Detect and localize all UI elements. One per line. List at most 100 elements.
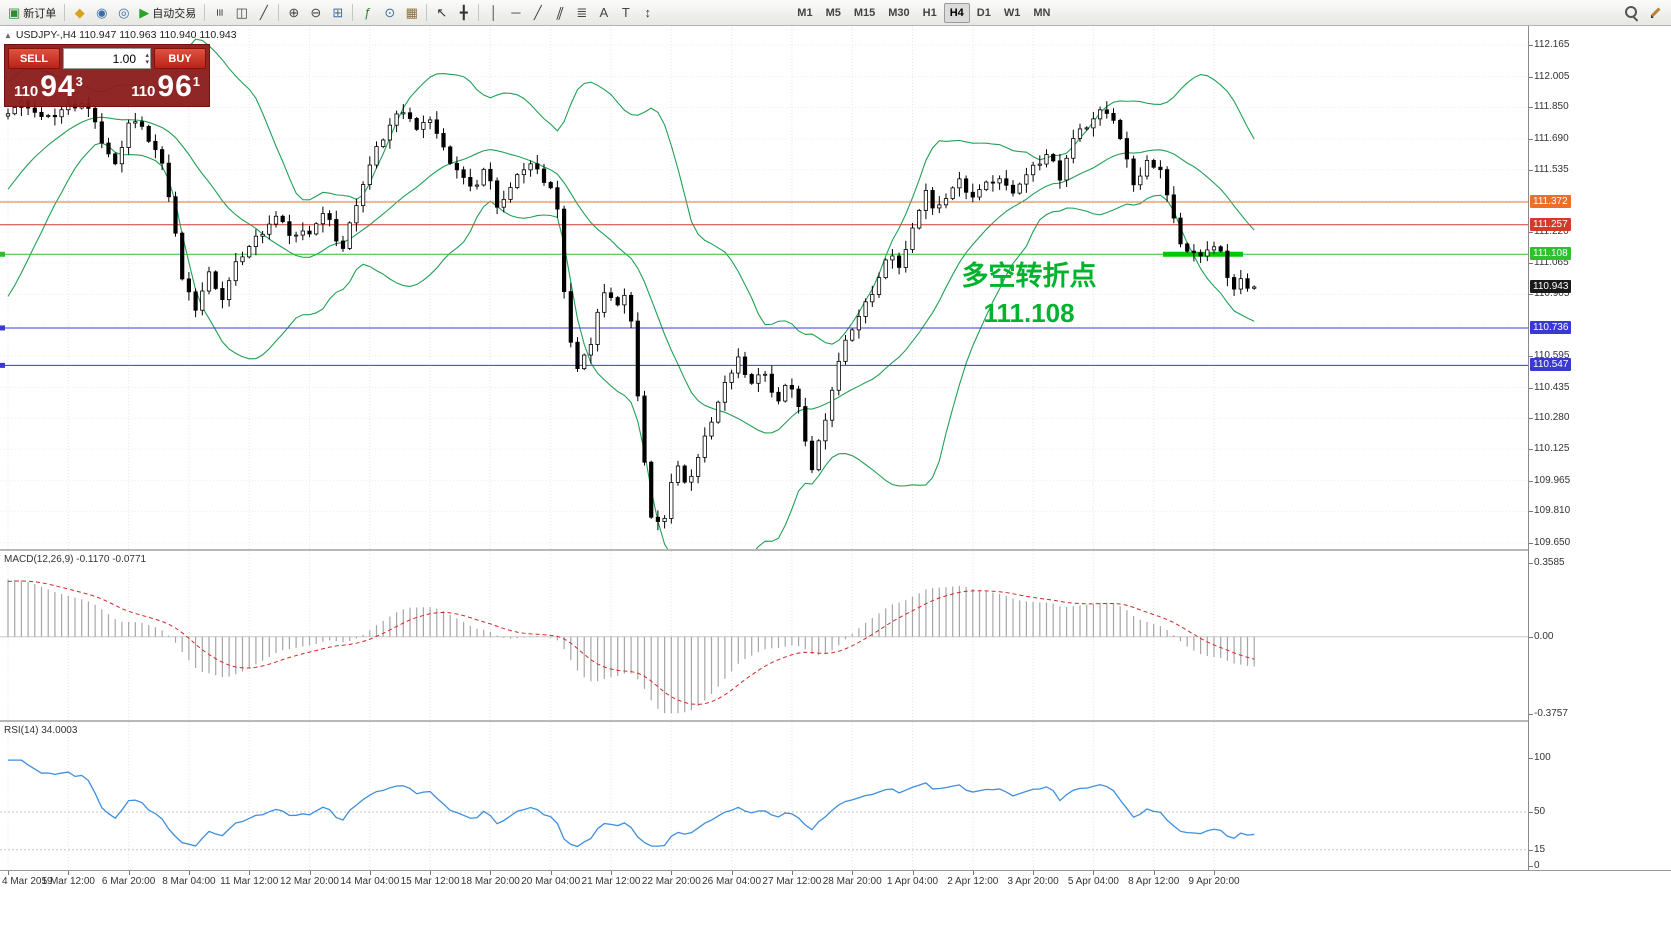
sell-button[interactable]: SELL [8,48,60,69]
timeframe-H1[interactable]: H1 [917,3,943,23]
vertical-line-icon[interactable]: │ [483,2,504,23]
rsi-pane: RSI(14) 34.0003 [0,722,1528,870]
crosshair-icon-glyph: ╋ [459,5,468,20]
annotation-title: 多空转折点 [961,261,1097,291]
price-chart-canvas[interactable] [0,26,1528,549]
search-icon[interactable] [1620,2,1643,23]
edit-icon[interactable] [1644,2,1667,23]
time-tick-mark [1153,871,1155,875]
metaeditor-icon-glyph: ◆ [74,5,85,20]
bar-chart-type-icon[interactable]: ≡ [209,2,230,23]
price-tick-label: 110.125 [1534,442,1570,454]
zoom-in-icon[interactable]: ⊕ [283,2,304,23]
price-tick-mark [1529,543,1533,544]
time-label: 1 Apr 04:00 [886,876,939,887]
timeframe-M5[interactable]: M5 [820,3,847,23]
autotrading-button[interactable]: ▶ 自动交易 [135,2,200,23]
price-badge: 110.736 [1530,320,1572,334]
macd-canvas[interactable] [0,551,1528,720]
price-axis[interactable]: 112.165 112.005 111.850 111.690 111.535 111.2… [1528,26,1671,871]
new-order-button[interactable]: ▣ 新订单 [4,2,60,23]
price-tick-mark [1529,355,1533,357]
sell-price-big: 94 [40,70,76,103]
data-window-icon[interactable]: ◎ [113,2,134,23]
macd-tick-mark [1529,636,1533,638]
time-tick-mark [1214,871,1215,875]
timeframe-M15[interactable]: M15 [848,3,881,23]
candlestick-type-icon[interactable]: ◫ [231,2,252,23]
price-tick-label: 111.690 [1534,133,1569,145]
timeframe-W1[interactable]: W1 [998,3,1027,23]
tile-windows-icon[interactable]: ⊞ [327,2,348,23]
sell-price[interactable]: 110 94 3 [14,72,83,102]
time-tick-mark [188,871,190,875]
timeframe-M30[interactable]: M30 [882,3,915,23]
volume-up-button[interactable]: ▴ [145,51,149,59]
time-label: 6 Mar 20:00 [101,876,156,887]
rsi-tick-mark [1529,849,1533,851]
timeframe-MN[interactable]: MN [1027,3,1056,23]
line-chart-type-icon[interactable]: ╱ [253,2,274,23]
pane-splitter[interactable] [0,720,1671,722]
price-badge: 110.547 [1530,358,1572,372]
pane-splitter[interactable] [0,549,1671,551]
price-tick-label: 111.065 [1534,256,1569,268]
sell-price-sup: 3 [75,74,83,89]
rsi-canvas[interactable] [0,722,1528,870]
channel-icon[interactable]: ∥ [549,2,570,23]
cursor-icon[interactable]: ↖ [431,2,452,23]
buy-button[interactable]: BUY [154,48,206,69]
price-tick-mark [1529,169,1533,171]
zoom-out-icon[interactable]: ⊖ [305,2,326,23]
crosshair-icon[interactable]: ╋ [453,2,474,23]
price-tick-mark [1529,511,1533,513]
rsi-grid [7,722,1215,870]
volume-down-button[interactable]: ▾ [145,58,149,66]
periods-icon[interactable]: ⊙ [379,2,400,23]
price-tick-label: 112.165 [1534,39,1570,50]
timeframe-M1[interactable]: M1 [791,3,818,23]
buy-price[interactable]: 110 96 1 [131,72,200,102]
indicators-icon[interactable]: ƒ [357,2,378,23]
rsi-tick-mark [1529,758,1533,759]
trendline-icon[interactable]: ╱ [527,2,548,23]
time-tick-mark [249,871,251,875]
time-axis[interactable]: 4 Mar 2019 5 Mar 12:00 6 Mar 20:00 8 Mar 04… [0,870,1671,946]
arrows-icon[interactable]: ↕ [637,2,658,23]
price-badge: 111.372 [1530,195,1571,209]
annotation-price: 111.108 [983,298,1075,328]
magnifier-glyph [1624,5,1639,20]
templates-icon[interactable]: ▦ [401,2,422,23]
price-tick-label: 110.905 [1534,288,1570,300]
time-label: 15 Mar 12:00 [400,876,460,887]
volume-input[interactable] [64,49,150,68]
time-tick-mark [68,871,70,875]
horizontal-level-lines[interactable] [0,201,1528,368]
time-label: 9 Apr 20:00 [1188,876,1240,887]
time-label: 8 Mar 04:00 [162,876,216,887]
fibonacci-icon[interactable]: ≣ [571,2,592,23]
time-tick-mark [1033,871,1035,875]
macd-tick-label: -0.3757 [1534,708,1568,719]
autotrading-button-label: 自动交易 [152,7,197,20]
label-icon[interactable]: T [615,2,636,23]
timeframe-D1[interactable]: D1 [971,3,997,23]
candlestick-type-icon-glyph: ◫ [235,5,248,20]
time-tick-mark [490,871,492,875]
zoom-in-icon-glyph: ⊕ [288,5,300,20]
price-tick-label: 109.810 [1534,505,1571,517]
horizontal-line-icon[interactable]: ─ [505,2,526,23]
price-tick-label: 110.595 [1534,349,1570,361]
macd-histogram [7,579,1255,714]
price-badge: 110.943 [1530,279,1572,293]
time-label: 12 Mar 20:00 [280,876,339,887]
timeframe-H4[interactable]: H4 [943,2,970,23]
text-icon[interactable]: A [593,2,614,23]
timeframe-toolbar: M1 M5 M15 M30 H1 H4 D1 W1 MN [791,2,1056,23]
bar-chart-type-icon-glyph: ≡ [212,8,228,17]
metaeditor-icon[interactable]: ◆ [69,2,90,23]
time-tick-mark [852,871,854,875]
market-watch-icon[interactable]: ◉ [91,2,112,23]
time-tick-mark [912,871,914,875]
turning-point-annotation: 多空转折点 111.108 [933,254,1125,329]
